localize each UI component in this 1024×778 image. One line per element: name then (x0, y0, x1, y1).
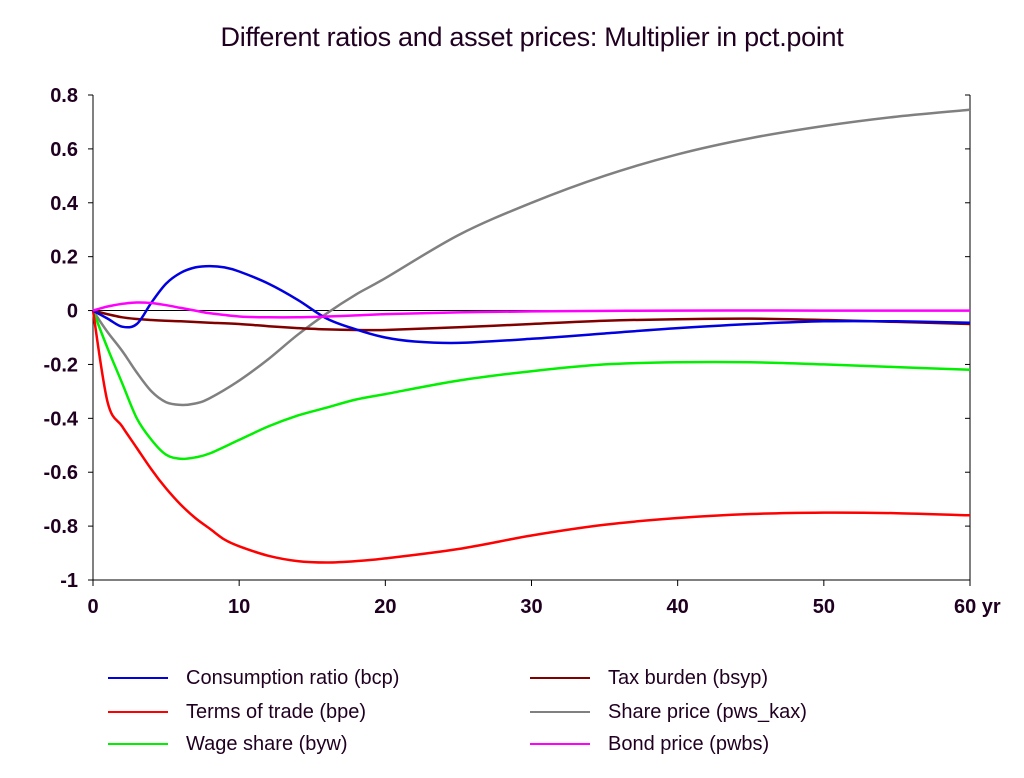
y-tick-label: 0.8 (50, 85, 78, 107)
series-line-share-price-pws-kax (91, 108, 971, 407)
series-line-terms-of-trade-bpe (91, 310, 971, 564)
y-tick-label: 0 (67, 301, 78, 323)
y-tick-label: -0.2 (44, 354, 78, 376)
series-line-wage-share-byw (91, 310, 971, 461)
x-tick-label: 40 (667, 596, 689, 618)
y-tick-label: -0.6 (44, 462, 78, 484)
x-tick-label: 50 (813, 596, 835, 618)
y-tick-label: -0.4 (44, 408, 79, 430)
y-tick-label: -1 (60, 570, 78, 592)
y-tick-label: 0.4 (50, 193, 79, 215)
y-tick-label: 0.6 (50, 139, 78, 161)
series-line-tax-burden-bsyp (92, 309, 971, 332)
x-tick-label: 60 yr (954, 596, 1001, 618)
tick-labels: 0.8 0.6 0.4 0.2 0 -0.2 -0.4 -0.6 -0.8 -1 0 10 20 30 40… (44, 85, 1001, 618)
series-line-bond-price-pwbs (92, 301, 970, 319)
x-tick-label: 20 (374, 596, 396, 618)
chart-title: Different ratios and asset prices: Multi… (220, 22, 844, 52)
y-tick-label: -0.8 (44, 516, 78, 538)
series-line-consumption-ratio-bcp (92, 264, 971, 345)
x-tick-label: 30 (520, 596, 542, 618)
x-tick-label: 0 (87, 596, 98, 618)
x-tick-label: 10 (228, 596, 250, 618)
y-tick-label: 0.2 (50, 247, 78, 269)
series-lines (91, 108, 971, 564)
